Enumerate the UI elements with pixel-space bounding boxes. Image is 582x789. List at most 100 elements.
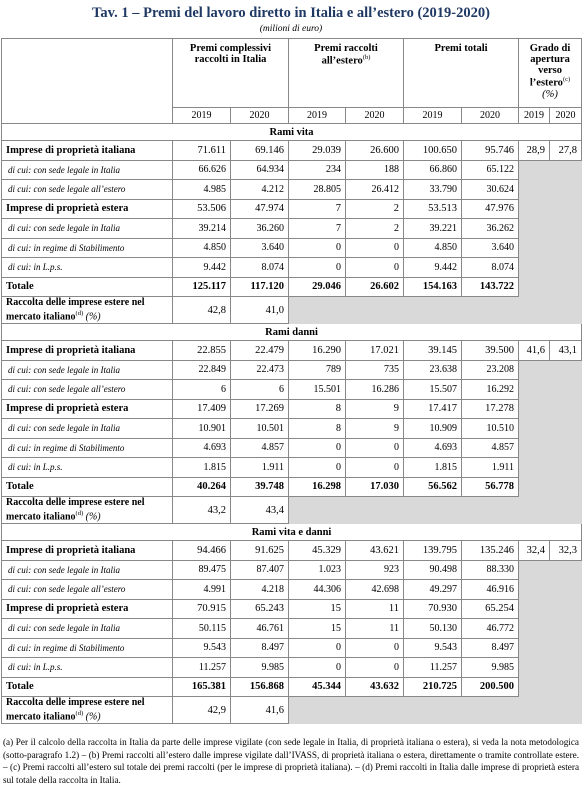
value-cell: 39.145: [403, 340, 463, 361]
row-label: di cui: con sede legale all’estero: [1, 379, 173, 400]
row-label: di cui: in regime di Stabilimento: [1, 437, 173, 458]
value-cell: 41,0: [230, 296, 289, 324]
empty-cell: [549, 237, 582, 258]
unit: (%): [85, 711, 101, 723]
value-cell: 65.254: [461, 598, 520, 619]
value-cell: 42,9: [172, 696, 231, 724]
header-text: Premi totali: [434, 43, 488, 54]
value-cell: 0: [344, 237, 405, 258]
value-cell: 40.264: [172, 476, 231, 497]
value-cell: 735: [344, 359, 405, 380]
empty-cell: [518, 598, 551, 619]
empty-cell: [518, 696, 551, 724]
footnote-ref: (b): [362, 54, 371, 61]
value-cell: 26.602: [344, 276, 405, 297]
empty-cell: [549, 657, 582, 678]
value-cell: 49.297: [403, 579, 463, 600]
empty-cell: [518, 198, 551, 219]
row-label: di cui: in L.p.s.: [1, 457, 173, 478]
sub-row: di cui: con sede legale all’estero 4.985 4…: [1, 179, 582, 200]
value-cell: 8.074: [230, 257, 289, 278]
value-cell: 43,1: [549, 340, 582, 361]
value-cell: 46.916: [461, 579, 520, 600]
value-cell: 41,6: [518, 340, 551, 361]
value-cell: 9.985: [230, 657, 289, 678]
row-label: Imprese di proprietà estera: [1, 598, 173, 619]
empty-cell: [518, 296, 551, 324]
empty-cell: [518, 276, 551, 297]
note: (a) Per il calcolo della raccolta in Ita…: [3, 737, 579, 760]
value-cell: 9.543: [172, 637, 231, 658]
year-cell: 2019: [403, 107, 463, 124]
value-cell: 0: [288, 637, 346, 658]
value-cell: 3.640: [230, 237, 289, 258]
value-cell: 28,9: [518, 140, 551, 161]
group-row: Imprese di proprietà estera 17.409 17.269 8…: [1, 398, 582, 419]
value-cell: 65.243: [230, 598, 289, 619]
year-cell: 2020: [461, 107, 520, 124]
empty-cell: [518, 159, 551, 180]
value-cell: 10.501: [230, 418, 289, 439]
empty-cell: [344, 496, 405, 524]
empty-cell: [518, 476, 551, 497]
sub-row: di cui: in L.p.s. 11.257 9.985 0 0 11.257 9.98…: [1, 657, 582, 678]
sub-row: di cui: in L.p.s. 1.815 1.911 0 0 1.815 1.911: [1, 457, 582, 478]
share-row: Raccolta delle imprese estere nel mercat…: [1, 696, 582, 724]
value-cell: 9: [344, 418, 405, 439]
value-cell: 70.930: [403, 598, 463, 619]
value-cell: 15: [288, 598, 346, 619]
value-cell: 6: [172, 379, 231, 400]
value-cell: 26.600: [344, 140, 405, 161]
value-cell: 23.208: [461, 359, 520, 380]
value-cell: 8.497: [461, 637, 520, 658]
sub-row: di cui: in regime di Stabilimento 4.850 3.…: [1, 237, 582, 258]
value-cell: 43,2: [172, 496, 231, 524]
value-cell: 22.849: [172, 359, 231, 380]
empty-cell: [461, 496, 520, 524]
value-cell: 42,8: [172, 296, 231, 324]
empty-cell: [549, 476, 582, 497]
row-label: di cui: in regime di Stabilimento: [1, 237, 173, 258]
value-cell: 94.466: [172, 540, 231, 561]
value-cell: 16.290: [288, 340, 346, 361]
empty-cell: [518, 218, 551, 239]
value-cell: 47.974: [230, 198, 289, 219]
value-cell: 15.501: [288, 379, 346, 400]
empty-cell: [549, 159, 582, 180]
value-cell: 88.330: [461, 559, 520, 580]
value-cell: 4.991: [172, 579, 231, 600]
empty-cell: [403, 296, 463, 324]
value-cell: 9.985: [461, 657, 520, 678]
footnote-ref: (d): [75, 310, 84, 318]
value-cell: 789: [288, 359, 346, 380]
total-row: Totale 125.117 117.120 29.046 26.602 154.163 1…: [1, 276, 582, 297]
value-cell: 39.748: [230, 476, 289, 497]
value-cell: 11.257: [403, 657, 463, 678]
value-cell: 22.473: [230, 359, 289, 380]
share-row: Raccolta delle imprese estere nel mercat…: [1, 296, 582, 324]
value-cell: 3.640: [461, 237, 520, 258]
group-row: Imprese di proprietà estera 53.506 47.974 7…: [1, 198, 582, 219]
value-cell: 154.163: [403, 276, 463, 297]
unit: (%): [85, 511, 101, 523]
value-cell: 8.497: [230, 637, 289, 658]
empty-cell: [518, 657, 551, 678]
empty-cell: [518, 559, 551, 580]
value-cell: 9.543: [403, 637, 463, 658]
value-cell: 11.257: [172, 657, 231, 678]
row-label: Imprese di proprietà italiana: [1, 540, 173, 561]
empty-cell: [549, 457, 582, 478]
value-cell: 135.246: [461, 540, 520, 561]
value-cell: 1.815: [403, 457, 463, 478]
value-cell: 210.725: [403, 676, 463, 697]
row-label: di cui: in L.p.s.: [1, 257, 173, 278]
year-cell: 2020: [230, 107, 289, 124]
empty-cell: [403, 496, 463, 524]
empty-cell: [461, 296, 520, 324]
empty-cell: [549, 257, 582, 278]
value-cell: 70.915: [172, 598, 231, 619]
value-cell: 56.778: [461, 476, 520, 497]
group-row: Imprese di proprietà italiana 71.611 69.14…: [1, 140, 582, 161]
value-cell: 17.021: [344, 340, 405, 361]
empty-cell: [344, 296, 405, 324]
